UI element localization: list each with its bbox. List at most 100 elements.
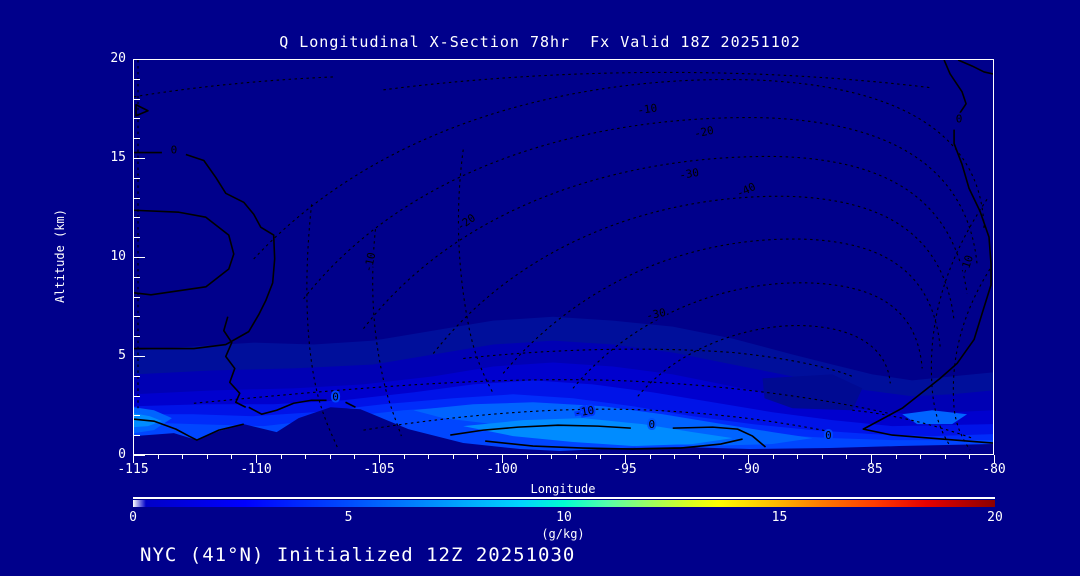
y-minor-tick (134, 296, 140, 298)
x-tick-label: -95 (613, 462, 637, 477)
colorbar-tick-label: 20 (987, 510, 1003, 525)
y-minor-tick (134, 118, 140, 120)
contour-label: 0 (956, 113, 963, 126)
y-tick-label: 15 (110, 150, 126, 165)
y-tick-label: 20 (110, 51, 126, 66)
x-minor-tick (157, 455, 159, 459)
x-minor-tick (182, 455, 184, 459)
y-axis-title: Altitude (km) (53, 209, 67, 303)
contour-label: -20 (693, 124, 715, 141)
y-minor-tick (134, 78, 140, 80)
y-major-tick (134, 257, 145, 258)
colorbar-tick-label: 0 (129, 510, 137, 525)
contour-label: 0 (648, 418, 655, 431)
y-minor-tick (134, 316, 140, 318)
x-minor-tick (206, 455, 208, 459)
y-minor-tick (134, 336, 140, 338)
terrain-silhouette (134, 407, 993, 454)
x-minor-tick (920, 455, 922, 459)
x-tick-label: -100 (486, 462, 518, 477)
y-minor-tick (134, 237, 140, 239)
x-major-tick (625, 455, 626, 463)
x-minor-tick (477, 455, 479, 459)
y-major-tick (134, 158, 145, 159)
contour-label: 0 (332, 390, 339, 403)
y-minor-tick (134, 217, 140, 219)
x-major-tick (994, 455, 995, 463)
x-tick-label: -90 (736, 462, 760, 477)
x-minor-tick (428, 455, 430, 459)
contour-label: 0 (825, 429, 832, 442)
dashed-contours (134, 60, 991, 451)
x-minor-tick (969, 455, 971, 459)
x-minor-tick (698, 455, 700, 459)
colorbar-tick-label: 10 (556, 510, 572, 525)
x-major-tick (379, 455, 380, 463)
x-tick-label: -115 (117, 462, 149, 477)
x-minor-tick (846, 455, 848, 459)
contour-label: -40 (734, 180, 757, 200)
x-minor-tick (797, 455, 799, 459)
x-major-tick (133, 455, 134, 463)
x-minor-tick (526, 455, 528, 459)
x-minor-tick (280, 455, 282, 459)
y-major-tick (134, 59, 145, 60)
x-tick-label: -105 (363, 462, 395, 477)
x-minor-tick (329, 455, 331, 459)
x-minor-tick (649, 455, 651, 459)
x-major-tick (871, 455, 872, 463)
colorbar (133, 500, 995, 507)
x-minor-tick (723, 455, 725, 459)
colorbar-top-rule (133, 497, 995, 499)
chart-title: Q Longitudinal X-Section 78hr Fx Valid 1… (279, 33, 801, 51)
y-tick-label: 10 (110, 249, 126, 264)
run-info-caption: NYC (41°N) Initialized 12Z 20251030 (140, 544, 576, 566)
contour-value-labels: -10 -20 -30 -40 -20 -30 -10 -10 -10 0 0 0 0 0 (169, 99, 978, 444)
x-minor-tick (551, 455, 553, 459)
x-major-tick (748, 455, 749, 463)
y-minor-tick (134, 415, 140, 417)
y-major-tick (134, 356, 145, 357)
y-minor-tick (134, 98, 140, 100)
y-tick-label: 5 (118, 348, 126, 363)
y-minor-tick (134, 276, 140, 278)
y-minor-tick (134, 177, 140, 179)
x-minor-tick (403, 455, 405, 459)
contour-label: -30 (678, 166, 700, 182)
contour-label: -10 (573, 404, 595, 420)
x-minor-tick (575, 455, 577, 459)
x-minor-tick (821, 455, 823, 459)
x-minor-tick (354, 455, 356, 459)
y-minor-tick (134, 197, 140, 199)
x-minor-tick (772, 455, 774, 459)
contour-label: -10 (637, 101, 658, 117)
dry-patch (762, 374, 863, 411)
contour-label: -10 (362, 251, 379, 273)
y-minor-tick (134, 375, 140, 377)
y-minor-tick (134, 395, 140, 397)
contour-label: -20 (454, 211, 478, 233)
x-major-tick (256, 455, 257, 463)
contour-label: 0 (171, 144, 178, 157)
x-minor-tick (231, 455, 233, 459)
x-tick-label: -110 (240, 462, 272, 477)
x-minor-tick (944, 455, 946, 459)
y-tick-label: 0 (118, 447, 126, 462)
y-minor-tick (134, 435, 140, 437)
x-tick-label: -85 (859, 462, 883, 477)
solid-contours (134, 60, 993, 450)
contour-plot-svg: -10 -20 -30 -40 -20 -30 -10 -10 -10 0 0 0 0 0 (134, 60, 993, 454)
x-minor-tick (305, 455, 307, 459)
x-major-tick (502, 455, 503, 463)
x-minor-tick (895, 455, 897, 459)
x-axis-title: Longitude (530, 482, 596, 496)
y-minor-tick (134, 138, 140, 140)
y-major-tick (134, 455, 145, 456)
colorbar-tick-label: 15 (771, 510, 788, 525)
x-tick-label: -80 (982, 462, 1006, 477)
plot-area: -10 -20 -30 -40 -20 -30 -10 -10 -10 0 0 0 0 0 (133, 59, 994, 455)
colorbar-tick-label: 5 (344, 510, 353, 525)
colorbar-units-label: (g/kg) (541, 527, 585, 541)
x-minor-tick (674, 455, 676, 459)
